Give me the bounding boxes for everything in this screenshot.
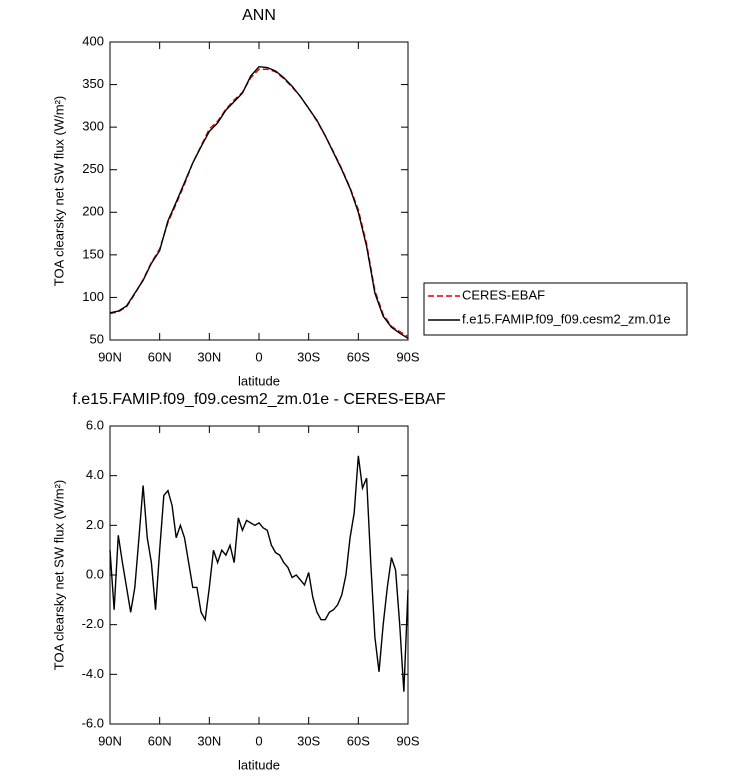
y-tick-label: 150 [82,246,104,261]
x-tick-label: 0 [255,349,262,364]
legend-box [423,282,688,336]
y-tick-label: 350 [82,76,104,91]
x-axis-label: latitude [238,757,280,772]
plot-frame [109,425,409,725]
y-tick-label: -4.0 [82,666,104,681]
y-tick-label: 200 [82,204,104,219]
x-tick-label: 60S [347,349,370,364]
x-tick-label: 30N [197,349,221,364]
x-tick-label: 30S [297,349,320,364]
legend-label: f.e15.FAMIP.f09_f09.cesm2_zm.01e [462,311,671,326]
y-tick-label: 0.0 [86,566,104,581]
y-tick-label: -6.0 [82,715,104,730]
x-tick-label: 60S [347,733,370,748]
x-tick-label: 30S [297,733,320,748]
y-tick-label: 300 [82,119,104,134]
y-tick-label: -2.0 [82,616,104,631]
x-tick-label: 0 [255,733,262,748]
x-tick-label: 90S [396,349,419,364]
y-tick-label: 250 [82,161,104,176]
plot-frame [109,41,409,341]
x-tick-label: 90S [396,733,419,748]
x-tick-label: 90N [98,733,122,748]
y-tick-label: 400 [82,33,104,48]
x-tick-label: 30N [197,733,221,748]
y-tick-label: 6.0 [86,417,104,432]
data-line [109,455,409,692]
chart-title: f.e15.FAMIP.f09_f09.cesm2_zm.01e - CERES… [72,391,445,408]
x-tick-label: 60N [148,349,172,364]
y-tick-label: 2.0 [86,517,104,532]
legend-label: CERES-EBAF [462,287,545,302]
x-tick-label: 60N [148,733,172,748]
x-axis-label: latitude [238,373,280,388]
y-tick-label: 4.0 [86,467,104,482]
data-line [109,65,409,339]
y-tick-label: 50 [90,331,104,346]
data-line [109,68,409,338]
y-axis-label: TOA clearsky net SW flux (W/m²) [51,96,66,286]
chart-title: ANN [242,7,276,24]
y-tick-label: 100 [82,289,104,304]
y-axis-label: TOA clearsky net SW flux (W/m²) [51,480,66,670]
x-tick-label: 90N [98,349,122,364]
